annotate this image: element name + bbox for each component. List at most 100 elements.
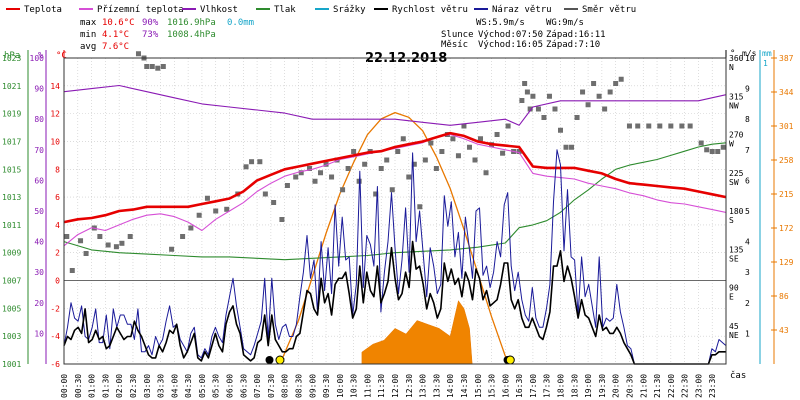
pressure-tick: 1001 — [2, 360, 21, 369]
solar-tick: 172 — [779, 224, 794, 233]
wind-direction-point — [422, 157, 428, 163]
wind-direction-point — [155, 65, 161, 71]
wind-direction-point — [204, 195, 210, 201]
wind-direction-point — [466, 144, 472, 150]
direction-compass: SW — [729, 178, 739, 187]
wind-direction-point — [472, 157, 478, 163]
wind-speed-info: WS:5.9m/s — [476, 18, 525, 28]
wind-direction-point — [687, 123, 693, 129]
direction-tick: 360 — [729, 54, 744, 63]
pressure-tick: 1013 — [2, 193, 21, 202]
wind-direction-point — [585, 102, 591, 108]
wind-direction-point — [519, 98, 525, 103]
moon-rise: Východ:16:05 — [478, 40, 543, 50]
wind-tick: 7 — [745, 146, 750, 155]
wind-direction-point — [450, 136, 456, 142]
x-tick: 00:30 — [74, 374, 83, 398]
wind-direction-point — [558, 127, 563, 133]
x-tick: 11:00 — [363, 374, 372, 398]
solar-tick: 86 — [779, 292, 789, 301]
temperature-tick: 0 — [55, 277, 60, 286]
temperature-tick: 6 — [55, 193, 60, 202]
stats-pressure: 1008.4hPa — [167, 30, 216, 40]
x-tick: 20:00 — [612, 374, 621, 398]
wind-direction-point — [298, 170, 304, 176]
wind-tick: 3 — [745, 268, 750, 277]
wind-gust-info: WG:9m/s — [546, 18, 584, 28]
legend-label: Srážky — [333, 5, 366, 15]
wind-direction-point — [340, 187, 346, 193]
direction-tick: 315 — [729, 92, 744, 101]
wind-direction-point — [262, 191, 268, 197]
sun-label: Slunce — [441, 30, 474, 40]
temperature-tick: 8 — [55, 165, 60, 174]
wind-direction-point — [541, 115, 547, 120]
wind-direction-point — [105, 242, 111, 248]
wind-direction-point — [69, 268, 75, 273]
stats-label: max — [80, 18, 97, 28]
x-tick: 06:00 — [226, 374, 235, 398]
wind-direction-point — [546, 93, 552, 99]
wind-direction-point — [362, 161, 368, 167]
wind-direction-point — [323, 161, 329, 167]
x-tick: 22:30 — [681, 374, 690, 398]
wind-direction-point — [613, 81, 619, 86]
x-tick: 07:30 — [267, 374, 276, 398]
wind-direction-point — [505, 123, 511, 129]
wind-direction-point — [500, 150, 506, 156]
direction-tick: 180 — [729, 207, 744, 216]
wind-direction-point — [428, 140, 434, 146]
x-tick: 03:00 — [143, 374, 152, 398]
humidity-tick: 90 — [34, 85, 44, 94]
series-teplota — [63, 131, 727, 224]
x-tick: 19:00 — [584, 374, 593, 398]
wind-direction-point — [119, 240, 125, 246]
pressure-tick: 1005 — [2, 304, 21, 313]
x-tick: 20:30 — [625, 374, 634, 398]
pressure-tick: 1019 — [2, 110, 21, 119]
wind-direction-point — [196, 212, 202, 218]
legend-label: Tlak — [274, 5, 296, 15]
legend-label: Přízemní teplota — [97, 5, 184, 15]
temperature-tick: -4 — [50, 332, 60, 341]
x-tick: 02:00 — [115, 374, 124, 398]
wind-direction-point — [439, 149, 445, 154]
temperature-tick: 10 — [50, 137, 60, 146]
pressure-tick: 1003 — [2, 332, 21, 341]
wind-tick: 1 — [745, 329, 750, 338]
x-tick: 02:30 — [129, 374, 138, 398]
solar-tick: 43 — [779, 326, 789, 335]
x-tick: 21:00 — [639, 374, 648, 398]
wind-direction-point — [618, 76, 624, 82]
x-tick: 15:30 — [488, 374, 497, 398]
wind-direction-point — [329, 174, 335, 180]
temperature-tick: -6 — [50, 360, 60, 369]
series-vlhkost — [63, 84, 727, 126]
wind-direction-point — [580, 89, 586, 95]
x-tick: 23:00 — [694, 374, 703, 398]
x-tick: 01:00 — [88, 374, 97, 398]
direction-compass: E — [729, 293, 734, 302]
humidity-tick: 20 — [34, 299, 44, 308]
wind-direction-point — [97, 234, 103, 239]
wind-direction-point — [83, 251, 89, 256]
wind-direction-point — [378, 166, 384, 171]
rain-tick: 1 — [763, 59, 768, 68]
moon-set: Západ:7:10 — [546, 40, 600, 50]
x-tick: 19:30 — [598, 374, 607, 398]
humidity-tick: 50 — [34, 207, 44, 216]
solar-tick: 258 — [779, 156, 794, 165]
wind-direction-point — [552, 106, 558, 112]
wind-tick: 5 — [745, 207, 750, 216]
wind-tick: 2 — [745, 299, 750, 308]
wind-direction-point — [312, 178, 318, 184]
sunrise-sun-marker — [275, 355, 285, 365]
wind-direction-point — [64, 234, 70, 239]
wind-direction-point — [720, 144, 726, 150]
wind-direction-point — [709, 149, 715, 154]
solar-tick: 344 — [779, 88, 794, 97]
moon-label: Měsíc — [441, 40, 468, 50]
wind-direction-point — [249, 159, 255, 165]
wind-direction-point — [715, 149, 721, 154]
